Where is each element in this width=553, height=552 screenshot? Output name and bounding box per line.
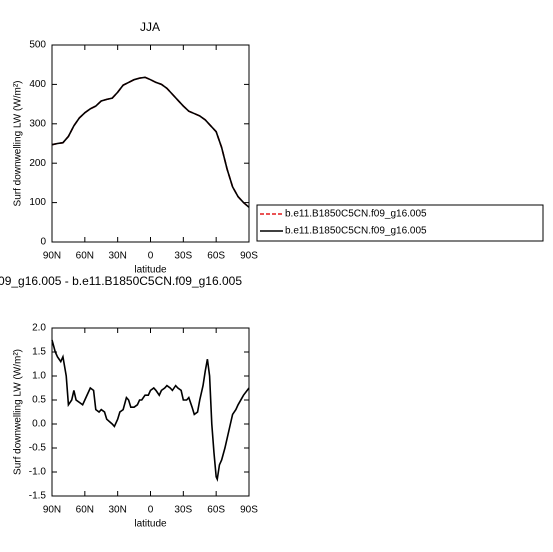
- x-tick-label: 30N: [108, 505, 126, 516]
- x-tick-label: 0: [148, 505, 154, 516]
- y-tick-label: -0.5: [29, 443, 47, 454]
- y-tick-label: 500: [29, 40, 46, 51]
- x-axis-label: latitude: [134, 265, 167, 276]
- x-tick-label: 90S: [240, 251, 258, 262]
- y-tick-label: -1.0: [29, 467, 47, 478]
- y-axis-label: Surf downwelling LW (W/m²): [13, 81, 24, 207]
- x-tick-label: 30S: [174, 505, 192, 516]
- y-tick-label: 0.5: [32, 395, 46, 406]
- y-tick-label: 2.0: [32, 323, 46, 334]
- x-tick-label: 90S: [240, 505, 258, 516]
- x-tick-label: 90N: [43, 505, 61, 516]
- y-tick-label: 1.0: [32, 371, 46, 382]
- x-tick-label: 60S: [207, 251, 225, 262]
- x-axis-label: latitude: [134, 519, 167, 530]
- y-tick-label: 1.5: [32, 347, 46, 358]
- x-tick-label: 90N: [43, 251, 61, 262]
- data-line: [51, 76, 250, 208]
- legend-label: b.e11.B1850C5CN.f09_g16.005: [285, 226, 427, 237]
- x-tick-label: 0: [148, 251, 154, 262]
- y-tick-label: 300: [29, 118, 46, 129]
- y-tick-label: 100: [29, 197, 46, 208]
- y-tick-label: -1.5: [29, 491, 47, 502]
- plot-frame: [51, 327, 250, 497]
- y-tick-label: 0: [40, 237, 46, 248]
- y-tick-label: 0.0: [32, 419, 46, 430]
- y-axis-label: Surf downwelling LW (W/m²): [13, 349, 24, 475]
- chart-title: JJA: [140, 20, 160, 34]
- x-tick-label: 60N: [76, 505, 94, 516]
- x-tick-label: 60N: [76, 251, 94, 262]
- x-tick-label: 30S: [174, 251, 192, 262]
- legend-box: [256, 204, 544, 242]
- y-tick-label: 400: [29, 79, 46, 90]
- x-tick-label: 30N: [108, 251, 126, 262]
- chart-title: 09_g16.005 - b.e11.B1850C5CN.f09_g16.005: [0, 274, 242, 288]
- y-tick-label: 200: [29, 158, 46, 169]
- plot-frame: [51, 44, 250, 243]
- legend-label: b.e11.B1850C5CN.f09_g16.005: [285, 209, 427, 220]
- data-line: [51, 339, 250, 482]
- x-tick-label: 60S: [207, 505, 225, 516]
